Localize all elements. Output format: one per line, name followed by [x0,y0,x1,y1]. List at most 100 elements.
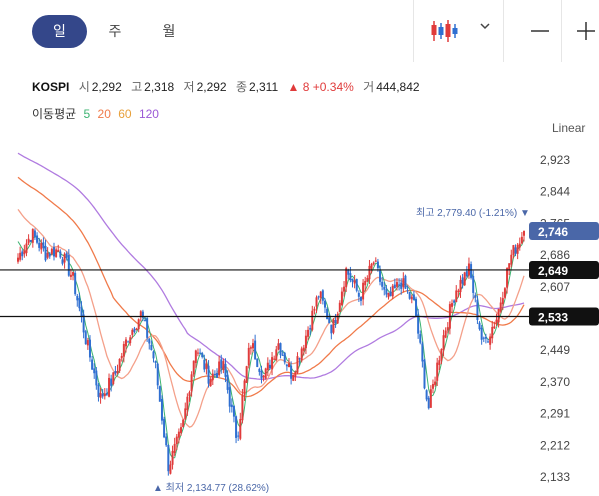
candle-body [19,252,22,260]
candle-body [499,302,502,312]
candle-body [177,431,180,438]
ma-120-line [17,152,525,380]
candle-body [402,278,405,288]
candle-body [440,349,443,361]
ma-5[interactable]: 5 [83,107,91,121]
tab-weekly[interactable]: 주 [108,23,122,39]
candle-body [290,365,293,379]
candle-body [114,371,117,374]
candle-body [78,297,81,309]
candle-body [336,313,339,324]
candle-body [156,363,159,386]
candle-body [207,365,210,384]
candle-body [516,244,519,254]
candle-body [478,322,481,330]
candle-body [334,319,337,324]
ma-20[interactable]: 20 [97,107,111,121]
candle-body [476,299,479,321]
candle-body [408,291,411,299]
candle-body [152,351,155,359]
candle-body [141,311,144,318]
candle-body [307,329,310,337]
candle-body [518,243,521,248]
candle-body [122,344,125,357]
candle-body [199,352,202,354]
ma-60[interactable]: 60 [118,107,132,121]
open-label: 시 [78,80,90,94]
candle-body [330,324,333,334]
candle-body [44,245,47,261]
candle-body [463,272,466,286]
close-label: 종 [235,80,247,94]
high-label: 고 [131,80,143,94]
candle-body [36,235,39,243]
candle-body [243,380,246,395]
divider [413,0,414,62]
candle-body [192,360,195,375]
candle-body [465,271,468,277]
candle-body [65,253,68,258]
candle-body [230,404,233,408]
candle-body [514,247,517,254]
candle-body [67,255,70,276]
candle-body [298,358,301,360]
candle-body [93,368,96,374]
candle-body [247,347,250,366]
candle-body [52,247,55,257]
candle-body [50,248,53,254]
y-tick-label: 2,844 [540,185,570,199]
candle-body [25,243,28,254]
plus-icon[interactable] [574,19,598,43]
candle-body [431,384,434,389]
candle-body [315,297,318,307]
candle-body [510,254,513,265]
candle-body [425,390,428,400]
candle-body [442,335,445,350]
candle-body [277,343,280,350]
low-value: 2,292 [196,80,227,94]
candle-body [209,379,212,386]
candle-body [144,320,147,322]
candle-body [512,245,515,255]
max-annotation: 최고 2,779.40 (-1.21%) ▼ [416,207,530,219]
candle-body [387,293,390,298]
candle-body [188,392,191,397]
candle-body [203,359,206,370]
candle-body [275,349,278,361]
candle-body [472,275,475,293]
candle-body [366,278,369,282]
candle-body [285,364,288,367]
candle-body [300,348,303,361]
chevron-down-icon[interactable] [477,18,493,34]
tab-daily[interactable]: 일 [32,15,87,48]
divider [561,0,562,62]
scale-type-label[interactable]: Linear [552,121,586,135]
min-annotation: ▲ 최저 2,134.77 (28.62%) [153,482,269,494]
candle-body [281,354,284,356]
candlestick-chart[interactable]: 2,9232,8442,7652,6862,6072,5282,4492,370… [0,140,599,496]
price-tag-label: 2,649 [538,264,568,278]
candle-body [137,319,140,330]
candle-body [461,277,464,284]
minus-icon[interactable] [528,19,552,43]
candle-body [508,263,511,271]
candle-body [501,298,504,305]
candle-body [129,337,132,344]
candlestick-icon[interactable] [430,19,458,43]
tab-monthly[interactable]: 월 [162,23,176,39]
candle-body [484,336,487,339]
candle-body [491,326,494,339]
candle-body [167,445,170,472]
candle-body [372,262,375,265]
candle-body [389,291,392,296]
candle-body [393,284,396,289]
candle-body [412,294,415,300]
ma-120[interactable]: 120 [138,107,159,121]
candle-body [493,326,496,329]
candle-body [268,364,271,369]
candle-body [429,389,432,408]
price-tag [529,260,599,279]
candle-body [61,259,64,264]
candle-body [264,368,267,379]
candle-body [345,268,348,288]
